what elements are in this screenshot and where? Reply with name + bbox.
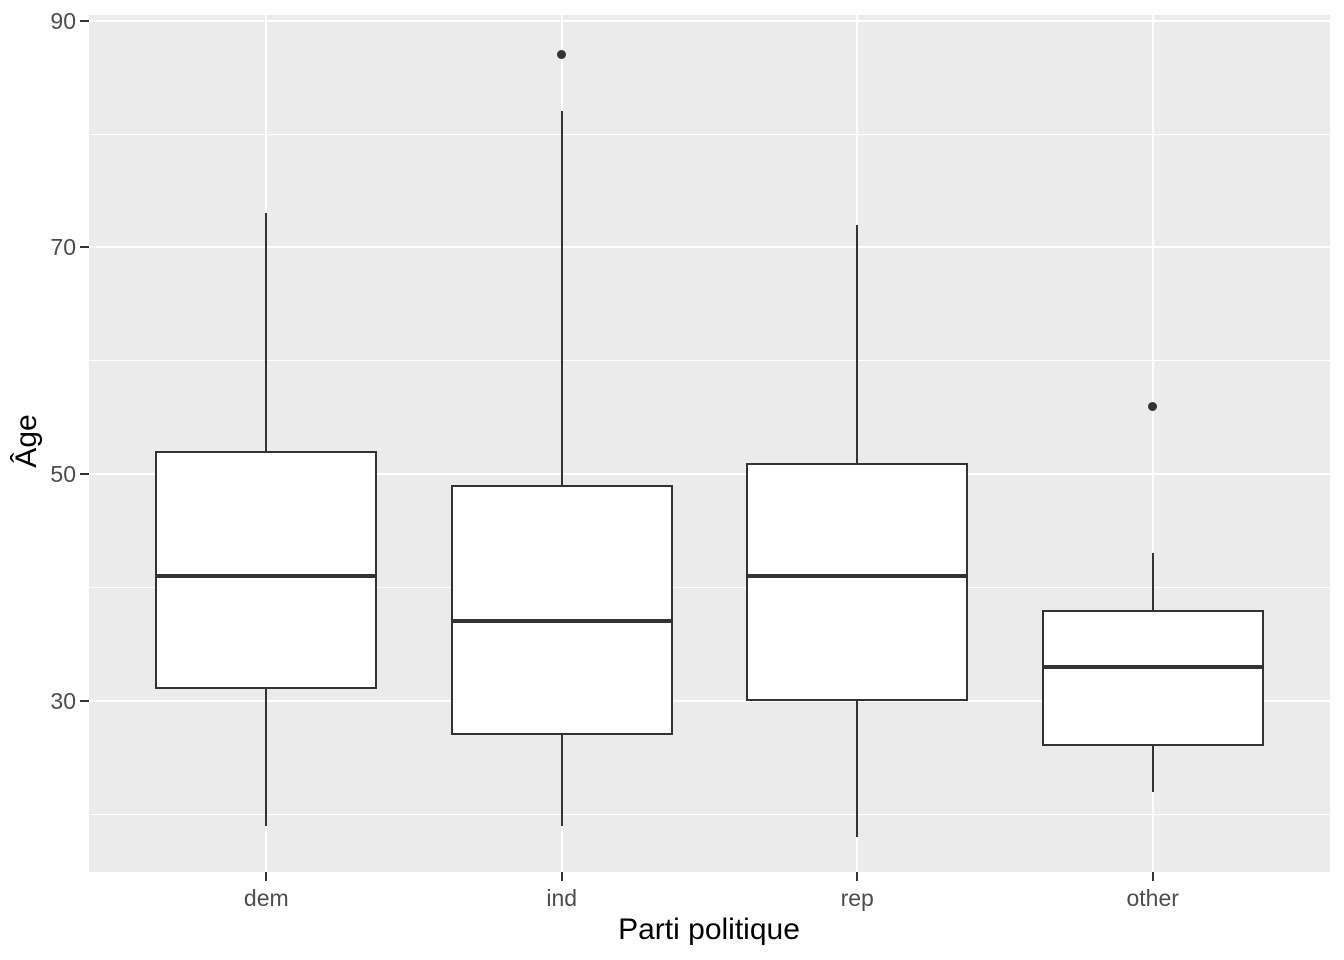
y-axis-title: Âge bbox=[10, 414, 43, 468]
y-tick-mark bbox=[80, 473, 89, 476]
x-tick-label: rep bbox=[840, 885, 874, 911]
upper-whisker bbox=[1151, 553, 1154, 611]
x-tick-mark bbox=[560, 872, 563, 881]
y-tick-mark bbox=[80, 699, 89, 702]
minor-gridline bbox=[89, 360, 1330, 362]
outlier-point bbox=[1148, 401, 1158, 411]
minor-gridline bbox=[89, 586, 1330, 588]
iqr-box bbox=[450, 485, 673, 735]
x-axis-title: Parti politique bbox=[618, 913, 800, 946]
iqr-box bbox=[155, 451, 378, 690]
median-line bbox=[155, 574, 378, 579]
x-tick-label: dem bbox=[243, 885, 289, 911]
major-gridline bbox=[89, 19, 1330, 22]
x-tick-label: other bbox=[1126, 885, 1179, 911]
x-tick-mark bbox=[265, 872, 268, 881]
upper-whisker bbox=[560, 111, 563, 486]
major-gridline bbox=[89, 473, 1330, 476]
x-tick-mark bbox=[1151, 872, 1154, 881]
minor-gridline bbox=[89, 813, 1330, 815]
median-line bbox=[1041, 664, 1264, 669]
iqr-box bbox=[1041, 610, 1264, 747]
lower-whisker bbox=[560, 734, 563, 826]
upper-whisker bbox=[856, 224, 859, 463]
y-tick-label: 50 bbox=[50, 461, 76, 488]
lower-whisker bbox=[856, 700, 859, 837]
y-tick-mark bbox=[80, 19, 89, 22]
median-line bbox=[450, 619, 673, 624]
x-tick-label: ind bbox=[546, 885, 578, 911]
y-tick-label: 30 bbox=[50, 687, 76, 714]
iqr-box bbox=[746, 462, 969, 701]
vertical-gridline bbox=[1151, 15, 1154, 872]
y-tick-label: 70 bbox=[50, 234, 76, 261]
median-line bbox=[746, 574, 969, 579]
x-tick-mark bbox=[856, 872, 859, 881]
y-tick-label: 90 bbox=[50, 7, 76, 34]
minor-gridline bbox=[89, 133, 1330, 135]
major-gridline bbox=[89, 699, 1330, 702]
lower-whisker bbox=[1151, 746, 1154, 792]
plot-panel bbox=[89, 15, 1330, 872]
outlier-point bbox=[557, 50, 567, 60]
lower-whisker bbox=[265, 689, 268, 826]
upper-whisker bbox=[265, 213, 268, 452]
major-gridline bbox=[89, 246, 1330, 249]
y-tick-mark bbox=[80, 246, 89, 249]
